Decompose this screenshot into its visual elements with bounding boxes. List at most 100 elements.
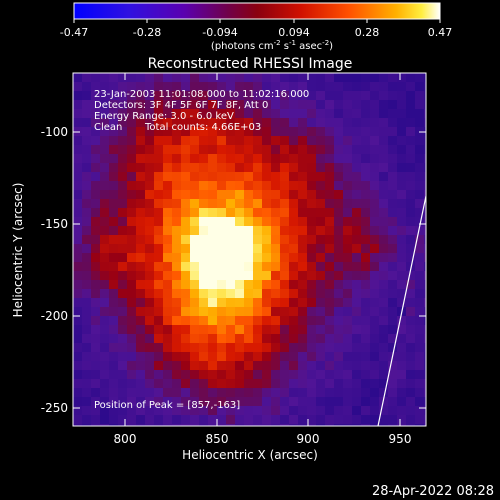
heatmap-pixel bbox=[199, 334, 209, 344]
heatmap-pixel bbox=[73, 352, 83, 362]
heatmap-pixel bbox=[352, 181, 362, 191]
heatmap-pixel bbox=[82, 190, 92, 200]
heatmap-pixel bbox=[307, 199, 317, 209]
heatmap-pixel bbox=[406, 82, 416, 92]
heatmap-pixel bbox=[145, 316, 155, 326]
heatmap-pixel bbox=[361, 352, 371, 362]
heatmap-pixel bbox=[379, 118, 389, 128]
heatmap-pixel bbox=[307, 379, 317, 389]
heatmap-pixel bbox=[91, 82, 101, 92]
heatmap-pixel bbox=[406, 271, 416, 281]
heatmap-pixel bbox=[280, 127, 290, 137]
heatmap-pixel bbox=[298, 226, 308, 236]
heatmap-pixel bbox=[316, 271, 326, 281]
heatmap-pixel bbox=[244, 217, 254, 227]
heatmap-pixel bbox=[208, 307, 218, 317]
heatmap-pixel bbox=[163, 262, 173, 272]
heatmap-pixel bbox=[316, 397, 326, 407]
heatmap-pixel bbox=[397, 424, 407, 426]
heatmap-pixel bbox=[244, 352, 254, 362]
colorbar-tick-label: 0.094 bbox=[278, 26, 310, 39]
heatmap-pixel bbox=[343, 379, 353, 389]
heatmap-pixel bbox=[253, 244, 263, 254]
heatmap-pixel bbox=[424, 118, 426, 128]
heatmap-pixel bbox=[370, 145, 380, 155]
heatmap-pixel bbox=[172, 91, 182, 101]
heatmap-pixel bbox=[361, 109, 371, 119]
heatmap-pixel bbox=[109, 226, 119, 236]
heatmap-pixel bbox=[280, 397, 290, 407]
heatmap-pixel bbox=[334, 208, 344, 218]
heatmap-pixel bbox=[82, 154, 92, 164]
heatmap-pixel bbox=[280, 316, 290, 326]
heatmap-pixel bbox=[145, 397, 155, 407]
heatmap-pixel bbox=[145, 253, 155, 263]
heatmap-pixel bbox=[280, 262, 290, 272]
heatmap-pixel bbox=[388, 325, 398, 335]
heatmap-pixel bbox=[289, 361, 299, 371]
heatmap-pixel bbox=[91, 397, 101, 407]
heatmap-pixel bbox=[397, 379, 407, 389]
heatmap-pixel bbox=[73, 100, 83, 110]
heatmap-pixel bbox=[190, 172, 200, 182]
heatmap-pixel bbox=[145, 307, 155, 317]
heatmap-pixel bbox=[262, 127, 272, 137]
heatmap-pixel bbox=[298, 109, 308, 119]
heatmap-pixel bbox=[415, 82, 425, 92]
heatmap-pixel bbox=[154, 289, 164, 299]
heatmap-pixel bbox=[127, 361, 137, 371]
heatmap-pixel bbox=[208, 334, 218, 344]
heatmap-pixel bbox=[73, 271, 83, 281]
heatmap-pixel bbox=[316, 343, 326, 353]
heatmap-pixel bbox=[361, 316, 371, 326]
heatmap-pixel bbox=[181, 190, 191, 200]
heatmap-pixel bbox=[136, 343, 146, 353]
heatmap-pixel bbox=[298, 262, 308, 272]
heatmap-pixel bbox=[127, 388, 137, 398]
heatmap-pixel bbox=[379, 82, 389, 92]
heatmap-pixel bbox=[424, 226, 426, 236]
heatmap-pixel bbox=[262, 397, 272, 407]
heatmap-pixel bbox=[307, 271, 317, 281]
heatmap-pixel bbox=[388, 370, 398, 380]
heatmap-pixel bbox=[217, 145, 227, 155]
heatmap-pixel bbox=[253, 280, 263, 290]
heatmap-pixel bbox=[316, 325, 326, 335]
heatmap-pixel bbox=[217, 244, 227, 254]
heatmap-pixel bbox=[181, 253, 191, 263]
heatmap-pixel bbox=[136, 91, 146, 101]
heatmap-pixel bbox=[208, 127, 218, 137]
heatmap-pixel bbox=[172, 325, 182, 335]
heatmap-pixel bbox=[361, 397, 371, 407]
heatmap-pixel bbox=[163, 379, 173, 389]
heatmap-pixel bbox=[118, 289, 128, 299]
heatmap-pixel bbox=[370, 190, 380, 200]
heatmap-pixel bbox=[253, 226, 263, 236]
heatmap-pixel bbox=[307, 109, 317, 119]
heatmap-pixel bbox=[379, 244, 389, 254]
heatmap-pixel bbox=[388, 406, 398, 416]
heatmap-pixel bbox=[235, 262, 245, 272]
heatmap-pixel bbox=[118, 316, 128, 326]
heatmap-pixel bbox=[217, 334, 227, 344]
heatmap-pixel bbox=[91, 271, 101, 281]
heatmap-pixel bbox=[280, 154, 290, 164]
heatmap-pixel bbox=[370, 415, 380, 425]
heatmap-pixel bbox=[181, 307, 191, 317]
heatmap-pixel bbox=[199, 91, 209, 101]
heatmap-pixel bbox=[217, 172, 227, 182]
heatmap-pixel bbox=[379, 163, 389, 173]
heatmap-pixel bbox=[379, 379, 389, 389]
heatmap-pixel bbox=[91, 316, 101, 326]
x-tick-label: 850 bbox=[206, 432, 229, 446]
heatmap-pixel bbox=[226, 406, 236, 416]
heatmap-pixel bbox=[370, 343, 380, 353]
heatmap-pixel bbox=[271, 118, 281, 128]
heatmap-pixel bbox=[109, 100, 119, 110]
heatmap-pixel bbox=[316, 361, 326, 371]
heatmap-pixel bbox=[289, 325, 299, 335]
heatmap-pixel bbox=[190, 424, 200, 426]
heatmap-pixel bbox=[379, 145, 389, 155]
heatmap-pixel bbox=[136, 181, 146, 191]
heatmap-pixel bbox=[307, 163, 317, 173]
